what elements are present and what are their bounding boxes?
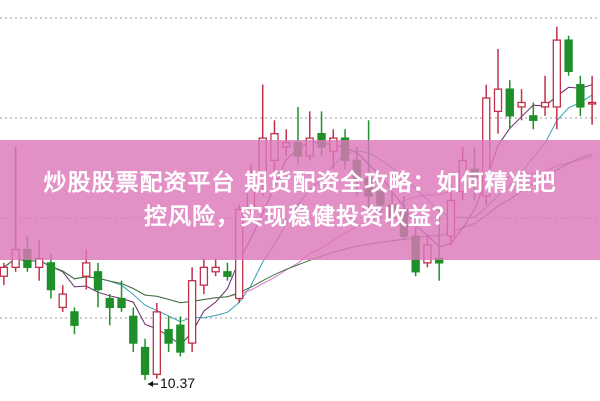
candle-body [140,346,150,375]
candle-body [176,324,185,353]
candle-body [93,271,103,291]
candle-body [505,88,514,117]
low-arrow-head [148,381,154,388]
candle-body [129,315,138,344]
low-price-label: 10.37 [160,375,196,392]
candle-body [529,115,538,121]
candle-body [199,266,209,286]
candle-body [540,101,550,108]
candle-body [70,311,79,326]
candle-body [576,84,585,108]
candle-body [0,266,9,277]
title-line-2: 控风险，实现稳健投资收益？ [144,204,456,230]
candle-body [105,297,114,309]
candle-body [58,293,67,309]
candle-body [152,311,162,375]
candle-body [517,101,526,108]
candle-body [211,266,220,273]
title-line-1: 炒股股票配资平台 期货配资全攻略：如何精准把 [43,170,557,196]
candle-body [117,297,126,309]
candle-body [164,329,173,344]
candle-body [187,280,197,344]
candle-body [564,39,573,72]
candle-body [82,262,91,277]
candle-body [46,262,56,291]
candle-body [552,39,562,108]
candle-body [493,88,503,113]
candle-body [223,271,232,277]
title-banner: 炒股股票配资平台 期货配资全攻略：如何精准把 控风险，实现稳健投资收益？ [0,140,600,260]
candle-body [587,101,597,105]
